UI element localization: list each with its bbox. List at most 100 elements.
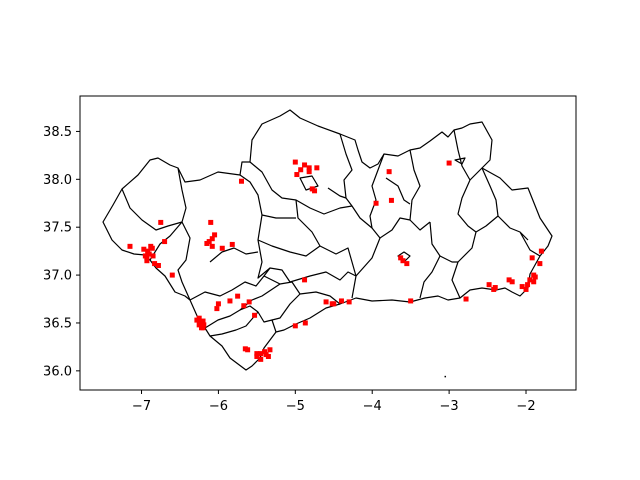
- y-tick-label: 38.0: [43, 173, 72, 188]
- cadiz-border: [189, 267, 277, 333]
- data-point: [229, 241, 235, 247]
- data-point: [254, 351, 260, 357]
- y-axis: 36.0 36.5 37.0 37.5 38.0 38.5: [43, 125, 80, 379]
- data-point: [519, 284, 525, 290]
- x-axis: −7 −6 −5 −4 −3 −2: [132, 390, 536, 414]
- data-point: [252, 312, 258, 318]
- data-point: [523, 286, 529, 292]
- data-point: [258, 351, 264, 357]
- data-point: [404, 261, 410, 267]
- data-point: [212, 232, 218, 238]
- data-point: [506, 277, 512, 283]
- data-point: [346, 299, 352, 305]
- data-point: [537, 261, 543, 267]
- data-point: [206, 239, 212, 245]
- data-point: [446, 160, 452, 166]
- data-point: [265, 353, 271, 359]
- data-point: [538, 248, 544, 254]
- data-point: [145, 248, 151, 254]
- y-tick-label: 38.5: [43, 125, 72, 140]
- data-point: [141, 246, 147, 252]
- data-point: [209, 236, 215, 242]
- data-point: [267, 347, 273, 353]
- x-tick-label: −3: [440, 399, 459, 414]
- andalusia-outline: [102, 109, 553, 371]
- data-point: [386, 169, 392, 175]
- data-point: [208, 219, 214, 225]
- granada-almeria-border: [451, 167, 499, 299]
- data-point: [302, 162, 308, 168]
- data-point: [294, 172, 300, 178]
- data-point: [245, 347, 251, 353]
- data-point: [400, 258, 406, 264]
- x-tick-label: −5: [286, 399, 305, 414]
- data-point: [144, 258, 150, 264]
- huelva-sevilla-border: [177, 167, 191, 301]
- x-tick-label: −6: [209, 399, 228, 414]
- data-point: [312, 188, 318, 194]
- data-point: [408, 298, 414, 304]
- data-point: [492, 285, 498, 291]
- data-point: [194, 317, 200, 323]
- data-point: [373, 200, 379, 206]
- plot-frame: [79, 95, 577, 391]
- data-point: [292, 323, 298, 329]
- data-point: [196, 322, 202, 328]
- y-tick-label: 36.5: [43, 316, 72, 331]
- province-boundaries: [102, 109, 553, 371]
- data-points: [127, 159, 544, 378]
- data-point: [486, 282, 492, 288]
- data-point: [158, 219, 164, 225]
- data-point: [529, 255, 535, 261]
- data-point: [241, 303, 247, 309]
- data-point: [509, 279, 515, 285]
- data-point: [258, 356, 264, 362]
- data-point: [306, 165, 312, 171]
- data-point: [144, 255, 150, 261]
- data-point: [525, 282, 531, 288]
- sevilla-cordoba-border: [239, 174, 291, 283]
- data-point: [215, 301, 221, 307]
- data-point: [169, 272, 175, 278]
- cordoba-jaen-border: [339, 133, 431, 239]
- data-point: [214, 306, 220, 312]
- data-point: [146, 251, 152, 257]
- data-point: [219, 245, 225, 251]
- jaen-granada-border: [355, 221, 458, 277]
- data-point: [162, 239, 168, 245]
- stray-point: [444, 375, 447, 378]
- data-point: [262, 349, 268, 355]
- data-point: [292, 159, 298, 165]
- data-point: [388, 197, 394, 203]
- data-point: [298, 167, 304, 173]
- data-point: [201, 322, 207, 328]
- data-point: [463, 296, 469, 302]
- data-point: [532, 274, 538, 280]
- data-point: [527, 277, 533, 283]
- data-point: [323, 299, 329, 305]
- x-tick-label: −7: [132, 399, 151, 414]
- x-tick-label: −2: [516, 399, 535, 414]
- data-point: [227, 298, 233, 304]
- data-point: [314, 165, 320, 171]
- data-point: [155, 263, 161, 269]
- data-point: [302, 277, 308, 283]
- data-point: [338, 298, 344, 304]
- data-point: [329, 301, 335, 307]
- data-point: [127, 243, 133, 249]
- y-tick-label: 37.5: [43, 221, 72, 236]
- x-tick-label: −4: [363, 399, 382, 414]
- y-tick-label: 36.0: [43, 364, 72, 379]
- data-point: [306, 169, 312, 175]
- data-point: [254, 353, 260, 359]
- data-point: [150, 253, 156, 259]
- data-point: [246, 299, 252, 305]
- data-point: [398, 255, 404, 261]
- data-point: [200, 318, 206, 324]
- data-point: [235, 293, 241, 299]
- data-point: [209, 243, 215, 249]
- data-point: [152, 261, 158, 267]
- data-point: [238, 178, 244, 184]
- data-point: [531, 279, 537, 285]
